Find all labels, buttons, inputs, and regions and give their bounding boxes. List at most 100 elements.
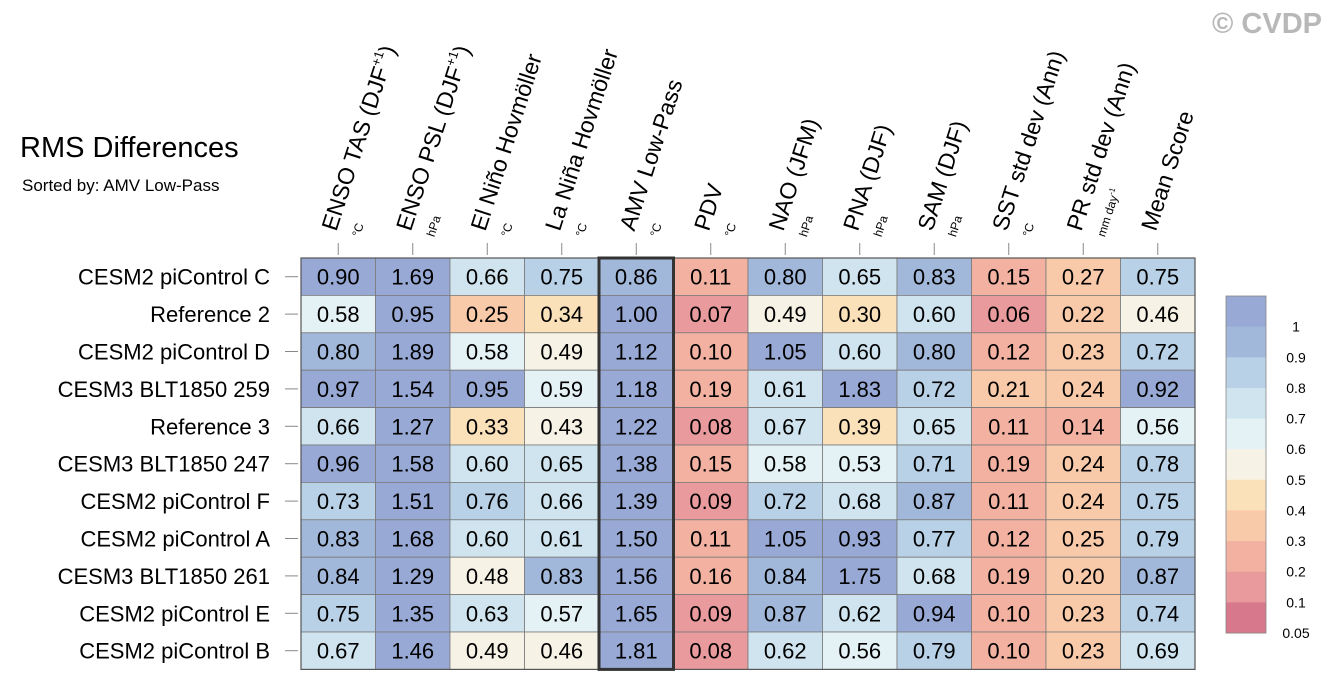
- row-label: CESM2 piControl E: [79, 601, 270, 626]
- cell-value-label: 0.96: [317, 452, 360, 477]
- column-header: SAM (DJF)hPa: [912, 117, 972, 238]
- cell-value-label: 1.00: [615, 302, 658, 327]
- heatmap-cell: [598, 257, 674, 296]
- cell-value-label: 0.63: [466, 601, 509, 626]
- cell-value-label: 0.79: [1136, 527, 1179, 552]
- heatmap-cell: [896, 444, 972, 483]
- cell-value-label: 0.10: [987, 639, 1030, 664]
- heatmap-cells: 0.90 1.69 0.66 0.75 0.86 0.11 0.80 0.65 0.83 0.15…: [300, 256, 1196, 671]
- chart-subtitle: Sorted by: AMV Low-Pass: [22, 176, 219, 195]
- heatmap-cell: [747, 407, 823, 446]
- heatmap-cell: [971, 631, 1047, 670]
- column-unit-text: °C: [573, 221, 591, 238]
- heatmap-cell: [896, 481, 972, 521]
- heatmap-cell: [1045, 294, 1121, 334]
- cell-value-label: 1.51: [391, 489, 434, 514]
- heatmap-cell: [598, 444, 674, 483]
- heatmap-cell: [1120, 631, 1196, 670]
- heatmap-cell: [822, 294, 898, 334]
- heatmap-cell: [598, 481, 674, 521]
- cell-value-label: 0.77: [913, 527, 956, 552]
- cell-value-label: 0.83: [540, 564, 583, 589]
- cell-value-label: 0.24: [1062, 489, 1105, 514]
- heatmap-cell: [673, 631, 749, 670]
- column-header-label: SAM (DJF): [912, 117, 972, 233]
- heatmap-cell: [524, 481, 600, 521]
- column-unit-text: °C: [349, 221, 367, 238]
- colorbar-segment: [1226, 418, 1266, 450]
- cell-value-label: 0.84: [317, 564, 360, 589]
- cell-value-label: 1.69: [391, 265, 434, 290]
- cell-value-label: 0.23: [1062, 340, 1105, 365]
- cell-value-label: 0.80: [913, 340, 956, 365]
- colorbar-tick-label: 0.4: [1286, 502, 1306, 518]
- cell-value-label: 0.61: [540, 527, 583, 552]
- cell-value-label: 0.84: [764, 564, 807, 589]
- cell-value-label: 0.67: [764, 414, 807, 439]
- heatmap-cell: [747, 481, 823, 521]
- cell-value-label: 0.10: [689, 340, 732, 365]
- heatmap-cell: [747, 369, 823, 409]
- heatmap-cell: [449, 481, 525, 521]
- heatmap-cell: [1120, 257, 1196, 296]
- cell-value-label: 0.20: [1062, 564, 1105, 589]
- column-header-label: PR std dev (Ann): [1061, 59, 1140, 234]
- cell-value-label: 0.16: [689, 564, 732, 589]
- heatmap-cell: [524, 257, 600, 296]
- cell-value-label: 0.60: [913, 302, 956, 327]
- cell-value-label: 0.65: [540, 452, 583, 477]
- colorbar-segment: [1226, 541, 1266, 573]
- cell-value-label: 0.24: [1062, 452, 1105, 477]
- column-unit-text: °C: [722, 221, 740, 238]
- cell-value-label: 0.56: [1136, 414, 1179, 439]
- cell-value-label: 0.57: [540, 601, 583, 626]
- cell-value-label: 0.86: [615, 265, 658, 290]
- cell-value-label: 0.65: [913, 414, 956, 439]
- colorbar-tick-label: 0.2: [1286, 564, 1306, 580]
- cell-value-label: 0.08: [689, 639, 732, 664]
- heatmap-cell: [896, 519, 972, 558]
- cell-value-label: 0.08: [689, 414, 732, 439]
- heatmap-cell: [1120, 594, 1196, 633]
- cell-value-label: 0.43: [540, 414, 583, 439]
- heatmap-cell: [896, 556, 972, 596]
- cell-value-label: 0.65: [838, 265, 881, 290]
- heatmap-cell: [524, 407, 600, 446]
- heatmap-cell: [673, 407, 749, 446]
- heatmap-cell: [375, 332, 451, 371]
- cell-value-label: 0.60: [466, 527, 509, 552]
- heatmap-cell: [1120, 332, 1196, 371]
- heatmap-cell: [747, 594, 823, 633]
- cell-value-label: 0.09: [689, 489, 732, 514]
- column-unit: hPa: [424, 213, 444, 238]
- heatmap-cell: [971, 444, 1047, 483]
- heatmap-cell: [449, 556, 525, 596]
- heatmap-cell: [822, 444, 898, 483]
- column-header-label: NAO (JFM): [763, 115, 824, 234]
- cell-value-label: 0.49: [466, 639, 509, 664]
- heatmap-cell: [673, 556, 749, 596]
- heatmap-cell: [300, 332, 376, 371]
- heatmap-cell: [449, 294, 525, 334]
- cell-value-label: 1.27: [391, 414, 434, 439]
- column-unit-text: hPa: [796, 213, 816, 238]
- column-unit: hPa: [871, 213, 891, 238]
- heatmap-cell: [1120, 294, 1196, 334]
- column-unit-text: °C: [1020, 221, 1038, 238]
- heatmap-cell: [598, 369, 674, 409]
- cell-value-label: 0.09: [689, 601, 732, 626]
- cell-value-label: 1.68: [391, 527, 434, 552]
- colorbar-tick-label: 0.05: [1282, 625, 1309, 641]
- column-header-text: El Niño Hovmöller: [465, 50, 547, 233]
- heatmap-cell: [896, 332, 972, 371]
- cell-value-label: 0.66: [540, 489, 583, 514]
- row-label: CESM2 piControl B: [79, 639, 270, 664]
- column-header-text: La Niña Hovmöller: [540, 45, 623, 233]
- cell-value-label: 0.22: [1062, 302, 1105, 327]
- cell-value-label: 0.83: [913, 265, 956, 290]
- sorted-column-highlight: [597, 256, 675, 671]
- cell-value-label: 0.72: [913, 377, 956, 402]
- cell-value-label: 0.61: [764, 377, 807, 402]
- watermark: © CVDP: [1212, 8, 1322, 40]
- cell-value-label: 0.59: [540, 377, 583, 402]
